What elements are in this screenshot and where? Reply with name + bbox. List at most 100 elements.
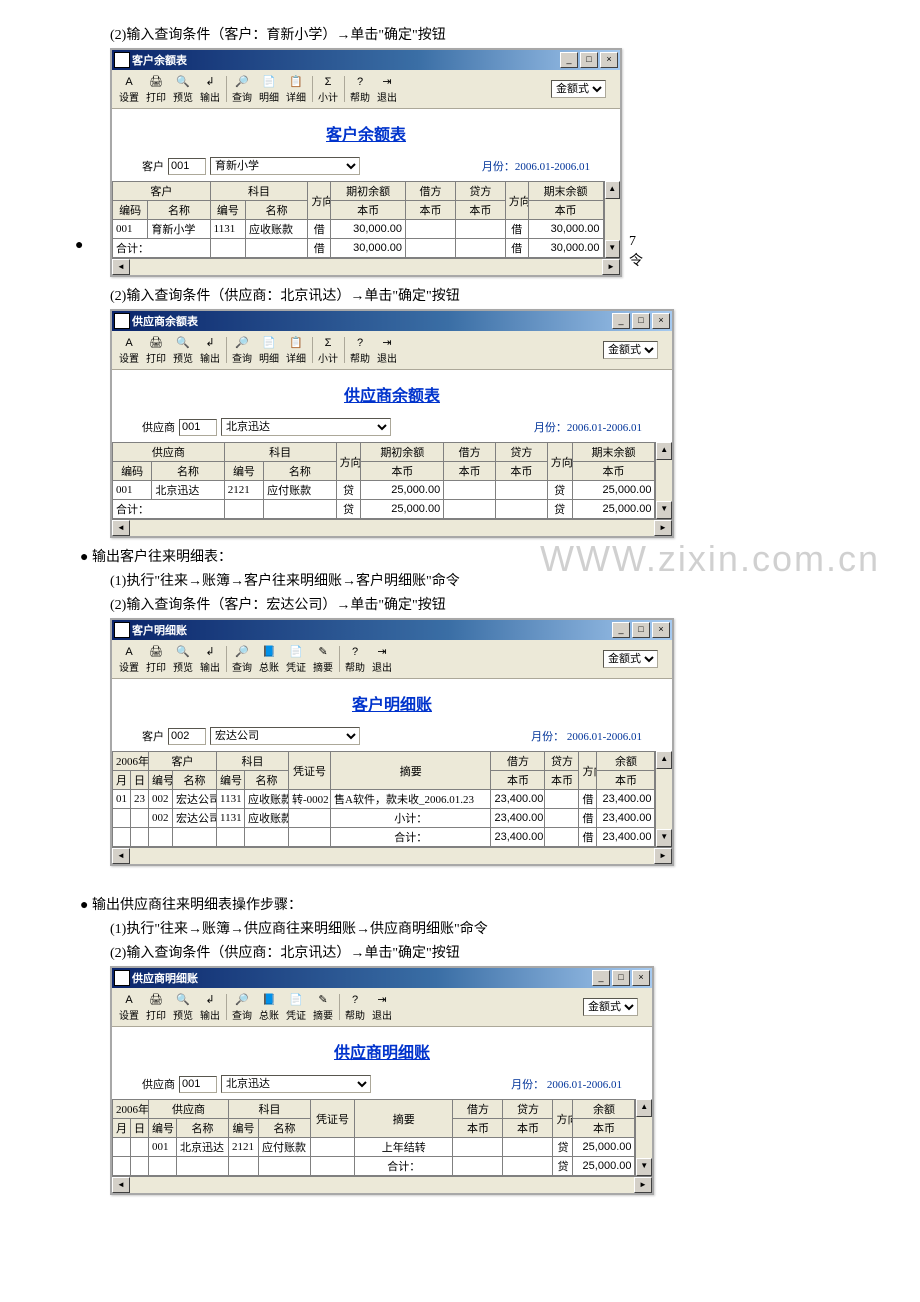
minimize-button[interactable]: _ bbox=[612, 313, 630, 329]
trail-text: 7令 bbox=[629, 234, 643, 270]
filter-name-select[interactable]: 育新小学 bbox=[210, 157, 360, 175]
display-mode-select[interactable]: 金额式 bbox=[603, 341, 658, 359]
table-row[interactable]: 0123002宏达公司1131应收账款转-0002售A软件，款未收_2006.0… bbox=[113, 790, 655, 809]
preview-button[interactable]: 🔍预览 bbox=[170, 335, 196, 365]
detail-button[interactable]: 📄明细 bbox=[256, 74, 282, 104]
filter-label: 客户 bbox=[142, 158, 164, 174]
export-button[interactable]: ↲输出 bbox=[197, 644, 223, 674]
data-table: 供应商科目方向期初余额借方贷方方向期末余额 编码名称编号名称本币本币本币本币 0… bbox=[112, 442, 655, 519]
settings-button[interactable]: A设置 bbox=[116, 992, 142, 1022]
minimize-button[interactable]: _ bbox=[612, 622, 630, 638]
horizontal-scrollbar[interactable]: ◄► bbox=[112, 519, 672, 536]
settings-button[interactable]: A设置 bbox=[116, 644, 142, 674]
report-title: 供应商余额表 bbox=[112, 370, 672, 414]
more-button[interactable]: 📋详细 bbox=[283, 74, 309, 104]
bullet-d: ● 输出供应商往来明细表操作步骤： bbox=[80, 894, 840, 914]
window-supplier-detail: 供应商明细账 _ □ × A设置 🖨打印 🔍预览 ↲输出 🔎查询 📘总账 📄凭证… bbox=[110, 966, 654, 1195]
horizontal-scrollbar[interactable]: ◄► bbox=[112, 1176, 652, 1193]
exit-button[interactable]: ⇥退出 bbox=[369, 992, 395, 1022]
data-table: 客户科目方向期初余额借方贷方方向期末余额 编码名称编号名称本币本币本币本币 00… bbox=[112, 181, 604, 258]
detail-button[interactable]: 📄明细 bbox=[256, 335, 282, 365]
filter-name-select[interactable]: 宏达公司 bbox=[210, 727, 360, 745]
settings-button[interactable]: A设置 bbox=[116, 74, 142, 104]
print-button[interactable]: 🖨打印 bbox=[143, 335, 169, 365]
close-button[interactable]: × bbox=[600, 52, 618, 68]
filter-code-input[interactable] bbox=[168, 158, 206, 175]
exit-button[interactable]: ⇥退出 bbox=[374, 335, 400, 365]
summary-button[interactable]: ✎摘要 bbox=[310, 992, 336, 1022]
filter-code-input[interactable] bbox=[179, 1076, 217, 1093]
display-mode-select[interactable]: 金额式 bbox=[603, 650, 658, 668]
print-button[interactable]: 🖨打印 bbox=[143, 74, 169, 104]
help-button[interactable]: ?帮助 bbox=[347, 74, 373, 104]
watermark: WWW.zixin.com.cn bbox=[540, 538, 880, 580]
export-button[interactable]: ↲输出 bbox=[197, 74, 223, 104]
vertical-scrollbar[interactable]: ▲▼ bbox=[604, 181, 620, 258]
print-button[interactable]: 🖨打印 bbox=[143, 992, 169, 1022]
export-button[interactable]: ↲输出 bbox=[197, 335, 223, 365]
settings-button[interactable]: A设置 bbox=[116, 335, 142, 365]
exit-button[interactable]: ⇥退出 bbox=[369, 644, 395, 674]
ledger-button[interactable]: 📘总账 bbox=[256, 644, 282, 674]
help-button[interactable]: ?帮助 bbox=[342, 644, 368, 674]
horizontal-scrollbar[interactable]: ◄► bbox=[112, 258, 620, 275]
query-button[interactable]: 🔎查询 bbox=[229, 74, 255, 104]
exit-button[interactable]: ⇥退出 bbox=[374, 74, 400, 104]
ledger-button[interactable]: 📘总账 bbox=[256, 992, 282, 1022]
maximize-button[interactable]: □ bbox=[580, 52, 598, 68]
table-row[interactable]: 002宏达公司1131应收账款小计：23,400.00借23,400.00 bbox=[113, 809, 655, 828]
minimize-button[interactable]: _ bbox=[560, 52, 578, 68]
maximize-button[interactable]: □ bbox=[632, 622, 650, 638]
print-button[interactable]: 🖨打印 bbox=[143, 644, 169, 674]
maximize-button[interactable]: □ bbox=[632, 313, 650, 329]
table-row[interactable]: 001育新小学1131应收账款借30,000.00借30,000.00 bbox=[113, 220, 604, 239]
horizontal-scrollbar[interactable]: ◄► bbox=[112, 847, 672, 864]
filter-name-select[interactable]: 北京迅达 bbox=[221, 418, 391, 436]
table-row[interactable]: 001北京迅达2121应付账款上年结转贷25,000.00 bbox=[113, 1138, 635, 1157]
bullet-marker: ● bbox=[75, 238, 83, 254]
preview-button[interactable]: 🔍预览 bbox=[170, 992, 196, 1022]
report-title: 供应商明细账 bbox=[112, 1027, 652, 1071]
preview-button[interactable]: 🔍预览 bbox=[170, 644, 196, 674]
help-button[interactable]: ?帮助 bbox=[342, 992, 368, 1022]
minimize-button[interactable]: _ bbox=[592, 970, 610, 986]
vertical-scrollbar[interactable]: ▲▼ bbox=[635, 1099, 652, 1176]
export-button[interactable]: ↲输出 bbox=[197, 992, 223, 1022]
maximize-button[interactable]: □ bbox=[612, 970, 630, 986]
display-mode-select[interactable]: 金额式 bbox=[583, 998, 638, 1016]
window-customer-balance: 客户余额表 _ □ × A设置 🖨打印 🔍预览 ↲输出 🔎查询 📄明细 📋详细 … bbox=[110, 48, 622, 277]
step-c2: (2)输入查询条件（客户：宏达公司）→单击"确定"按钮 bbox=[110, 594, 840, 614]
summary-button[interactable]: ✎摘要 bbox=[310, 644, 336, 674]
query-button[interactable]: 🔎查询 bbox=[229, 992, 255, 1022]
report-title: 客户余额表 bbox=[112, 109, 620, 153]
report-title: 客户明细账 bbox=[112, 679, 672, 723]
titlebar: 供应商明细账 _ □ × bbox=[112, 968, 652, 988]
table-row[interactable]: 001北京迅达2121应付账款贷25,000.00贷25,000.00 bbox=[113, 481, 655, 500]
toolbar: A设置 🖨打印 🔍预览 ↲输出 🔎查询 📄明细 📋详细 Σ小计 ?帮助 ⇥退出 … bbox=[112, 70, 620, 109]
titlebar: 客户余额表 _ □ × bbox=[112, 50, 620, 70]
preview-button[interactable]: 🔍预览 bbox=[170, 74, 196, 104]
filter-code-input[interactable] bbox=[168, 728, 206, 745]
voucher-button[interactable]: 📄凭证 bbox=[283, 644, 309, 674]
close-button[interactable]: × bbox=[652, 622, 670, 638]
toolbar: A设置 🖨打印 🔍预览 ↲输出 🔎查询 📘总账 📄凭证 ✎摘要 ?帮助 ⇥退出 … bbox=[112, 988, 652, 1027]
filter-label: 客户 bbox=[142, 728, 164, 744]
close-button[interactable]: × bbox=[652, 313, 670, 329]
close-button[interactable]: × bbox=[632, 970, 650, 986]
filter-name-select[interactable]: 北京迅达 bbox=[221, 1075, 371, 1093]
voucher-button[interactable]: 📄凭证 bbox=[283, 992, 309, 1022]
toolbar: A设置 🖨打印 🔍预览 ↲输出 🔎查询 📘总账 📄凭证 ✎摘要 ?帮助 ⇥退出 … bbox=[112, 640, 672, 679]
table-row-total: 合计：23,400.00借23,400.00 bbox=[113, 828, 655, 847]
subtotal-button[interactable]: Σ小计 bbox=[315, 335, 341, 365]
display-mode-select[interactable]: 金额式 bbox=[551, 80, 606, 98]
filter-code-input[interactable] bbox=[179, 419, 217, 436]
query-button[interactable]: 🔎查询 bbox=[229, 335, 255, 365]
subtotal-button[interactable]: Σ小计 bbox=[315, 74, 341, 104]
query-button[interactable]: 🔎查询 bbox=[229, 644, 255, 674]
help-button[interactable]: ?帮助 bbox=[347, 335, 373, 365]
more-button[interactable]: 📋详细 bbox=[283, 335, 309, 365]
data-table: 2006年供应商科目凭证号摘要借方贷方方向余额 月日编号名称编号名称本币本币本币… bbox=[112, 1099, 635, 1176]
month-range: 月份：2006.01-2006.01 bbox=[482, 158, 590, 174]
vertical-scrollbar[interactable]: ▲▼ bbox=[655, 442, 672, 519]
vertical-scrollbar[interactable]: ▲▼ bbox=[655, 751, 672, 847]
